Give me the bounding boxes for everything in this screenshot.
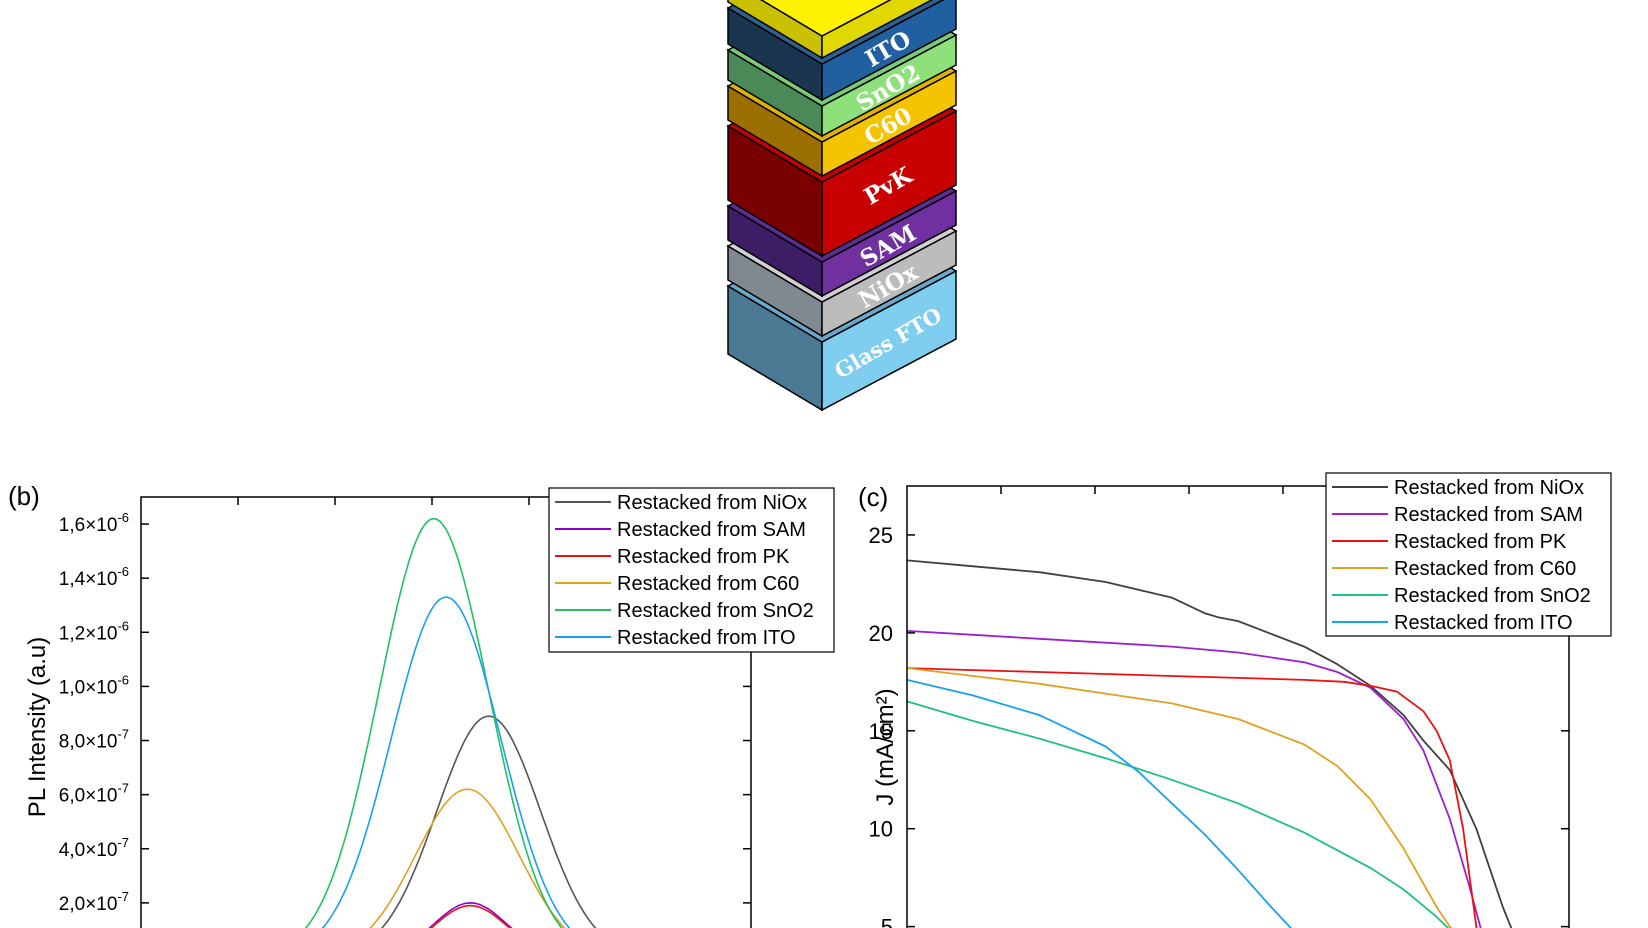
legend-item-restacked-from-sno2: Restacked from SnO2 xyxy=(555,600,814,622)
legend-label: Restacked from SAM xyxy=(617,519,806,541)
legend-item-restacked-from-pk: Restacked from PK xyxy=(1332,531,1567,553)
pl-plot-frame xyxy=(140,496,752,928)
legend-label: Restacked from C60 xyxy=(617,573,799,595)
legend-label: Restacked from NiOx xyxy=(1394,477,1584,499)
legend-item-restacked-from-ito: Restacked from ITO xyxy=(1332,612,1573,634)
pl-y-tick-label: 1,6×10-6 xyxy=(59,510,129,536)
pl-y-tick-label: 8,0×10-7 xyxy=(59,727,129,753)
pl-series-restacked-from-c60 xyxy=(369,788,566,928)
jv-y-tick-label: 20 xyxy=(869,621,893,646)
pl-chart: (b) 2,0×10-7 4,0×10-7 6,0×10-7 8,0×10-7 1,0×… xyxy=(8,481,835,928)
pl-y-tick-label: 1,0×10-6 xyxy=(59,672,129,698)
pl-series-restacked-from-niox xyxy=(380,715,597,928)
jv-series-restacked-from-c60 xyxy=(906,667,1452,928)
legend-item-restacked-from-c60: Restacked from C60 xyxy=(1332,558,1576,580)
panel-b-label: (b) xyxy=(8,481,40,511)
jv-y-tick-label: 5 xyxy=(881,915,893,928)
pl-series-group xyxy=(304,517,597,928)
jv-series-group xyxy=(906,559,1513,928)
legend-item-restacked-from-niox: Restacked from NiOx xyxy=(555,492,807,514)
jv-y-tick-label: 10 xyxy=(869,817,893,842)
jv-series-restacked-from-niox xyxy=(906,559,1513,928)
jv-y-axis-label: J (mA/cm²) xyxy=(872,688,899,805)
pl-y-tick-label: 2,0×10-7 xyxy=(59,889,129,915)
pl-y-tick-label: 1,2×10-6 xyxy=(59,618,129,644)
legend-box xyxy=(1325,472,1612,637)
pl-series-restacked-from-ito xyxy=(321,596,571,928)
legend-item-restacked-from-pk: Restacked from PK xyxy=(555,546,790,568)
panel-c-label: (c) xyxy=(858,482,888,512)
jv-series-restacked-from-sno2 xyxy=(906,700,1450,928)
pl-series-restacked-from-sam xyxy=(428,902,513,928)
legend-label: Restacked from PK xyxy=(617,546,790,568)
legend-item-restacked-from-c60: Restacked from C60 xyxy=(555,573,799,595)
pl-y-tick-label: 6,0×10-7 xyxy=(59,781,129,807)
legend-label: Restacked from ITO xyxy=(1394,612,1573,634)
pl-legend: Restacked from NiOx Restacked from SAM Res… xyxy=(548,487,835,653)
pl-y-axis: 2,0×10-7 4,0×10-7 6,0×10-7 8,0×10-7 1,0×10-6… xyxy=(59,510,751,915)
legend-label: Restacked from NiOx xyxy=(617,492,807,514)
jv-series-restacked-from-sam xyxy=(906,630,1482,928)
legend-box xyxy=(548,487,835,653)
pl-y-axis-label: PL Intensity (a.u) xyxy=(24,637,51,818)
stack-layer-front-face xyxy=(821,0,934,60)
legend-label: Restacked from SnO2 xyxy=(617,600,814,622)
legend-item-restacked-from-sam: Restacked from SAM xyxy=(555,519,806,541)
pl-y-tick-label: 4,0×10-7 xyxy=(59,835,129,861)
jv-series-restacked-from-pk xyxy=(906,667,1478,928)
jv-y-tick-label: 25 xyxy=(869,523,893,548)
legend-label: Restacked from C60 xyxy=(1394,558,1576,580)
legend-item-restacked-from-ito: Restacked from ITO xyxy=(555,627,796,649)
legend-label: Restacked from ITO xyxy=(617,627,796,649)
stack-layer-top-face xyxy=(760,0,892,37)
jv-plot-frame xyxy=(906,485,1570,928)
stack-layer-top xyxy=(727,0,934,60)
legend-item-restacked-from-sam: Restacked from SAM xyxy=(1332,504,1583,526)
pl-series-restacked-from-pk xyxy=(430,904,511,928)
legend-label: Restacked from SnO2 xyxy=(1394,585,1591,607)
jv-y-tick-label: 15 xyxy=(869,719,893,744)
legend-item-restacked-from-sno2: Restacked from SnO2 xyxy=(1332,585,1591,607)
jv-series-restacked-from-ito xyxy=(906,679,1293,928)
legend-label: Restacked from PK xyxy=(1394,531,1567,553)
jv-chart: (c) 5 10 15 20 25 J (mA/cm²) Restacked from … xyxy=(858,472,1612,928)
legend-item-restacked-from-niox: Restacked from NiOx xyxy=(1332,477,1584,499)
pl-series-restacked-from-sno2 xyxy=(304,517,563,928)
legend-label: Restacked from SAM xyxy=(1394,504,1583,526)
jv-legend: Restacked from NiOx Restacked from SAM Res… xyxy=(1325,472,1612,637)
pl-y-tick-label: 1,4×10-6 xyxy=(59,564,129,590)
